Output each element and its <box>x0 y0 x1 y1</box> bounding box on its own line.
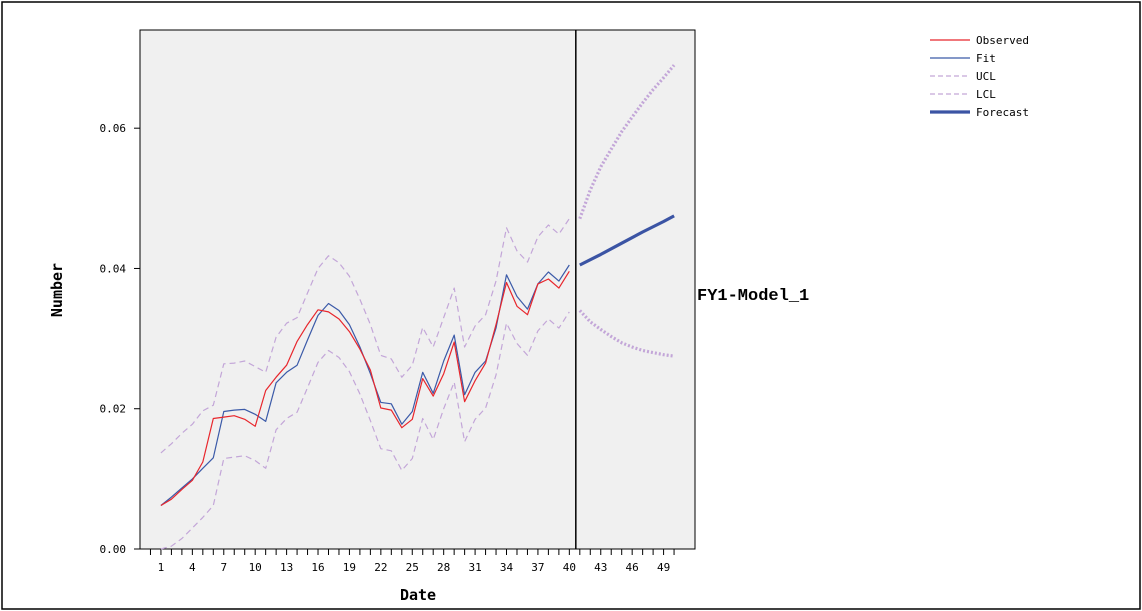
y-tick-label: 0.06 <box>100 122 127 135</box>
y-tick-label: 0.04 <box>100 262 127 275</box>
x-tick-label: 25 <box>406 561 419 574</box>
x-tick-label: 1 <box>158 561 165 574</box>
y-axis-title: Number <box>48 263 66 317</box>
x-tick-label: 7 <box>220 561 227 574</box>
y-tick-label: 0.02 <box>100 403 127 416</box>
legend-label-fit: Fit <box>976 52 996 65</box>
series-layer <box>160 64 676 550</box>
series-line-lcl <box>160 311 570 550</box>
x-tick-label: 22 <box>374 561 387 574</box>
x-tick-label: 46 <box>626 561 639 574</box>
x-axis: 1 4 7 10 13 16 19 22 25 28 31 34 37 40 43 46 49 <box>149 549 675 574</box>
y-tick-label: 0.00 <box>100 543 127 556</box>
x-tick-label: 31 <box>468 561 481 574</box>
legend-label-observed: Observed <box>976 34 1029 47</box>
legend-label-forecast: Forecast <box>976 106 1029 119</box>
x-tick-label: 40 <box>563 561 576 574</box>
x-tick-label: 13 <box>280 561 293 574</box>
model-label: FY1-Model_1 <box>697 287 809 306</box>
x-tick-label: 49 <box>657 561 670 574</box>
legend-label-ucl: UCL <box>976 70 996 83</box>
series-line-lcl <box>578 309 675 358</box>
x-tick-label: 10 <box>249 561 262 574</box>
plot-area <box>139 29 696 550</box>
x-tick-label: 37 <box>531 561 544 574</box>
x-tick-label: 43 <box>594 561 607 574</box>
x-tick-label: 28 <box>437 561 450 574</box>
legend-label-lcl: LCL <box>976 88 996 101</box>
series-line-ucl <box>160 218 570 454</box>
series-line-observed <box>160 270 570 507</box>
x-tick-label: 4 <box>189 561 196 574</box>
x-tick-label: 34 <box>500 561 514 574</box>
x-tick-label: 16 <box>311 561 324 574</box>
series-line-forecast <box>579 214 675 267</box>
legend: Observed Fit UCL LCL Forecast <box>930 34 1029 119</box>
x-tick-label: 19 <box>343 561 356 574</box>
series-line-ucl <box>578 64 676 220</box>
x-axis-title: Date <box>400 586 436 604</box>
y-axis: 0.00 0.02 0.04 0.06 <box>100 122 140 556</box>
